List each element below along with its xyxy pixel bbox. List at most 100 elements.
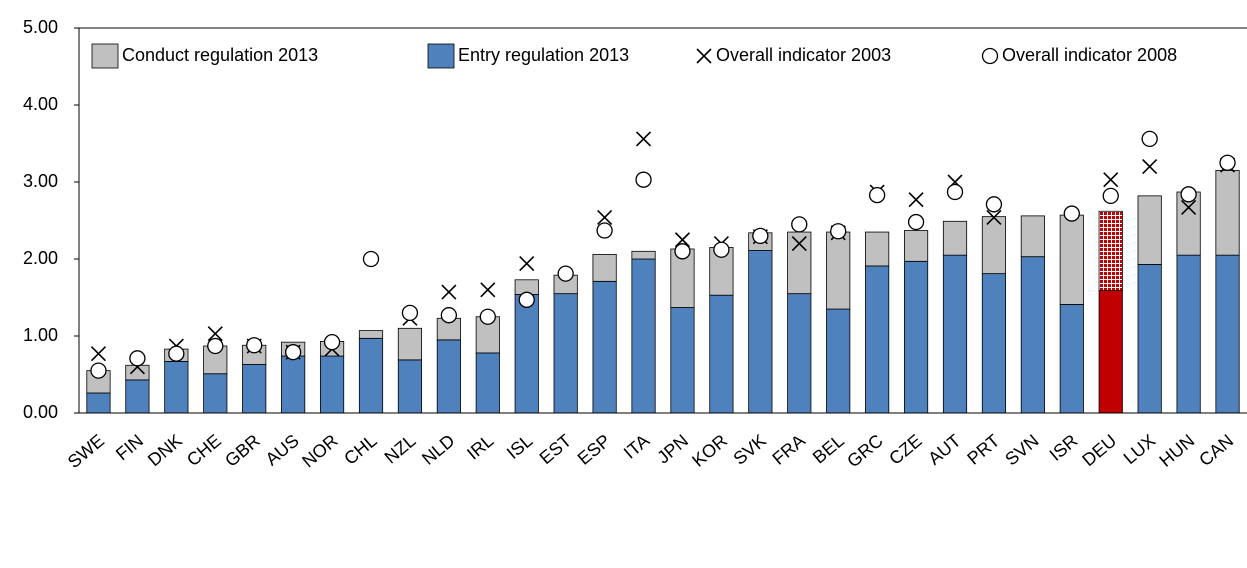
legend-swatch [91, 43, 119, 69]
marker-circle [635, 171, 652, 188]
marker-circle [1102, 187, 1119, 205]
bar [553, 293, 578, 414]
marker-circle [323, 334, 341, 351]
x-tick-label: CHL [340, 430, 380, 468]
bar [514, 294, 539, 414]
y-tick-label: 5.00 [23, 17, 58, 37]
legend-marker [981, 47, 999, 65]
legend-swatch [427, 43, 455, 69]
marker-circle [479, 308, 496, 325]
x-tick-label: DNK [144, 430, 186, 470]
marker-x [519, 256, 535, 272]
marker-circle [362, 250, 380, 268]
y-tick-label: 0.00 [23, 402, 58, 422]
x-tick-label: SWE [64, 430, 108, 472]
x-tick-label: BEL [809, 430, 848, 467]
bar [748, 250, 773, 414]
bar [1215, 170, 1240, 256]
marker-circle [90, 362, 107, 379]
legend-label: Overall indicator 2008 [1002, 45, 1177, 65]
marker-circle [1219, 154, 1236, 171]
marker-x [1103, 172, 1119, 188]
bar [826, 308, 851, 414]
marker-circle [129, 350, 146, 367]
y-tick-label: 1.00 [23, 325, 58, 345]
marker-circle [713, 241, 730, 258]
bar [670, 307, 695, 414]
x-tick-label: ISR [1046, 430, 1082, 465]
bar [358, 337, 384, 414]
y-tick-label: 4.00 [23, 94, 58, 114]
x-tick-label: ISL [503, 430, 537, 463]
x-tick-label: FRA [768, 430, 808, 468]
bar [903, 230, 929, 262]
bar [1098, 290, 1123, 414]
bar [86, 392, 111, 414]
x-tick-label: KOR [688, 430, 731, 470]
bar [1020, 256, 1045, 414]
bar [436, 339, 461, 414]
x-tick-label: FIN [112, 430, 147, 464]
marker-circle [907, 213, 925, 231]
x-tick-label: SVK [730, 430, 770, 468]
x-tick-label: ITA [620, 430, 653, 462]
marker-circle [985, 196, 1003, 213]
marker-circle [830, 223, 847, 240]
marker-x [1181, 199, 1197, 215]
marker-x [674, 232, 691, 248]
bar [281, 355, 306, 414]
bar [1020, 215, 1045, 258]
bar [981, 273, 1007, 414]
x-tick-label: CZE [885, 430, 925, 468]
x-tick-label: JPN [653, 430, 692, 467]
marker-circle [207, 337, 224, 355]
bar [397, 359, 423, 414]
marker-circle [791, 216, 808, 233]
bar [475, 352, 500, 414]
marker-circle [168, 345, 185, 362]
legend-label: Entry regulation 2013 [458, 45, 629, 65]
legend-label: Conduct regulation 2013 [122, 45, 318, 65]
marker-circle [1063, 205, 1080, 222]
marker-x [90, 346, 107, 362]
marker-circle [557, 265, 574, 282]
bar [592, 253, 617, 282]
x-tick-label: ESP [574, 430, 614, 468]
bar [358, 330, 384, 339]
marker-x [908, 192, 924, 208]
bar [865, 265, 890, 414]
marker-circle [518, 291, 535, 308]
x-tick-label: CAN [1195, 430, 1237, 470]
marker-circle [401, 304, 419, 322]
marker-circle [868, 186, 886, 204]
marker-circle [752, 227, 769, 245]
legend-label: Overall indicator 2003 [716, 45, 891, 65]
y-tick-label: 3.00 [23, 171, 58, 191]
bar [942, 254, 968, 414]
bar [592, 280, 617, 414]
bar [125, 379, 150, 414]
marker-circle [284, 344, 302, 361]
marker-x [480, 282, 496, 298]
bar [942, 220, 968, 256]
bar [1059, 304, 1084, 414]
marker-x [791, 236, 807, 252]
marker-x [207, 326, 223, 342]
x-tick-label: GBR [221, 430, 264, 470]
marker-circle [1180, 186, 1197, 203]
x-tick-label: NOR [298, 430, 341, 471]
x-tick-label: AUS [262, 430, 303, 469]
bar [1098, 210, 1123, 291]
marker-circle [596, 222, 613, 239]
y-tick-label: 2.00 [23, 248, 58, 268]
marker-circle [674, 243, 691, 260]
bar [1137, 263, 1162, 414]
marker-circle [1141, 130, 1158, 148]
bar [981, 216, 1007, 275]
marker-circle [246, 337, 263, 354]
bar [397, 327, 423, 361]
x-tick-label: NLD [418, 430, 458, 468]
x-tick-label: EST [536, 430, 576, 468]
bar [1215, 254, 1240, 414]
